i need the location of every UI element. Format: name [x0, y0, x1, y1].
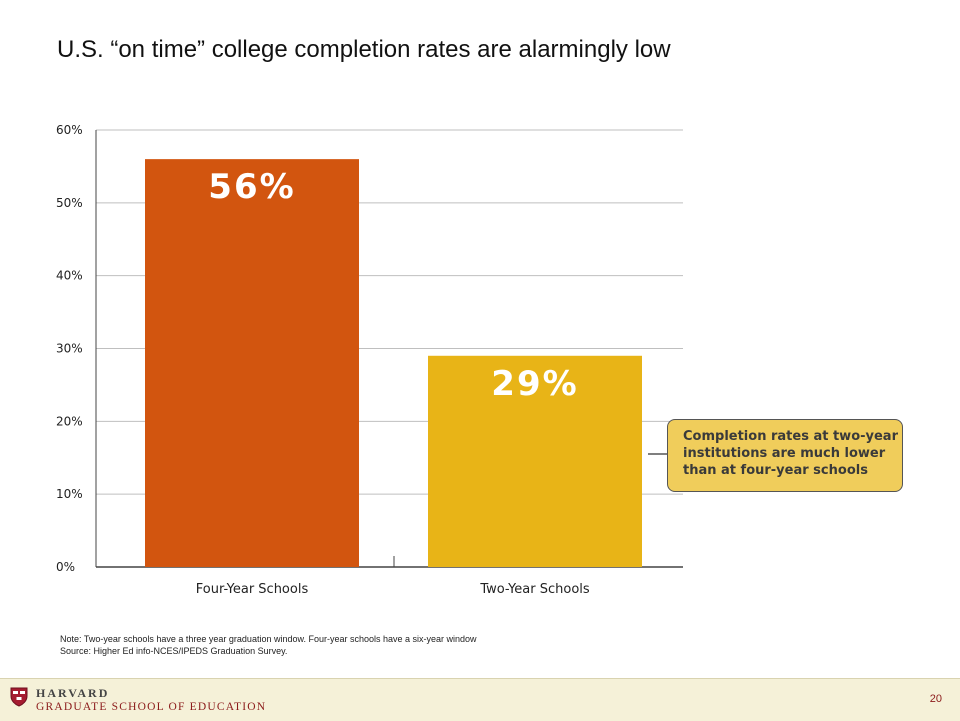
- footer-bar: HARVARD GRADUATE SCHOOL OF EDUCATION 20: [0, 678, 960, 721]
- source-text: Source: Higher Ed info-NCES/IPEDS Gradua…: [60, 646, 288, 656]
- callout-line: than at four-year schools: [683, 463, 868, 478]
- harvard-shield-icon: [10, 687, 28, 707]
- y-tick-label: 50%: [56, 196, 83, 210]
- slide-title: U.S. “on time” college completion rates …: [57, 36, 671, 63]
- y-tick-label: 30%: [56, 342, 83, 356]
- bar-data-label: 56%: [208, 167, 295, 207]
- chart-notes: Note: Two-year schools have a three year…: [60, 633, 477, 657]
- note-text: Note: Two-year schools have a three year…: [60, 634, 477, 644]
- y-tick-label: 0%: [56, 560, 75, 574]
- callout-line: institutions are much lower: [683, 446, 886, 461]
- callout-line: Completion rates at two-year: [683, 429, 898, 444]
- chart-panel: 0% 10% 20% 30% 40% 50% 60% 56% Four-Year Schools…: [56, 120, 904, 597]
- callout-box: Completion rates at two-year institution…: [667, 419, 903, 492]
- y-tick-label: 60%: [56, 123, 83, 137]
- y-tick-label: 10%: [56, 487, 83, 501]
- y-tick-label: 20%: [56, 414, 83, 428]
- bar: [145, 159, 359, 567]
- page-number: 20: [929, 693, 942, 705]
- x-category-label: Two-Year Schools: [479, 582, 590, 597]
- y-tick-label: 40%: [56, 269, 83, 283]
- bar-chart: 0% 10% 20% 30% 40% 50% 60% 56% Four-Year Schools…: [56, 123, 683, 597]
- bar: [428, 355, 642, 567]
- org-name-line2: GRADUATE SCHOOL OF EDUCATION: [36, 701, 267, 713]
- bar-data-label: 29%: [491, 364, 578, 404]
- x-category-label: Four-Year Schools: [196, 582, 309, 597]
- org-name-line1: HARVARD: [36, 686, 110, 700]
